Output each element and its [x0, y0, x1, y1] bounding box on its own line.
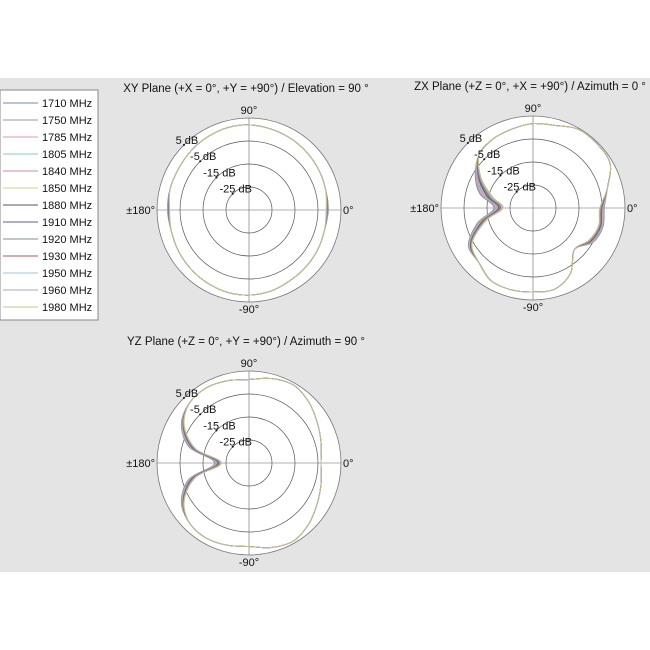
ring-label: -15 dB [487, 165, 519, 177]
ring-label: -25 dB [220, 437, 252, 449]
legend-label: 1930 MHz [42, 251, 92, 263]
series-line-1980-MHz [471, 123, 612, 293]
polar-plot-3: YZ Plane (+Z = 0°, +Y = +90°) / Azimuth … [126, 336, 365, 569]
ring-label-marker [182, 143, 185, 146]
ring-label: -5 dB [474, 149, 500, 161]
legend-label: 1840 MHz [42, 166, 92, 178]
angle-label-right: 0° [343, 458, 354, 470]
ring-label: -25 dB [504, 182, 536, 194]
ring-label: -15 dB [203, 167, 235, 179]
ring-label: -25 dB [220, 184, 252, 196]
ring-label-marker [231, 445, 234, 448]
angle-label-right: 0° [343, 205, 354, 217]
plot-title: XY Plane (+X = 0°, +Y = +90°) / Elevatio… [123, 83, 368, 95]
legend-label: 1980 MHz [42, 302, 92, 314]
ring-label-marker [199, 160, 202, 163]
polar-plot-2: ZX Plane (+Z = 0°, +X = +90°) / Azimuth … [410, 81, 646, 314]
plot-title: YZ Plane (+Z = 0°, +Y = +90°) / Azimuth … [127, 336, 365, 348]
legend-label: 1850 MHz [42, 183, 92, 195]
ring-label: -15 dB [203, 420, 235, 432]
angle-label-bottom: -90° [239, 557, 259, 569]
legend-label: 1910 MHz [42, 217, 92, 229]
ring-label-marker [231, 192, 234, 195]
angle-label-left: ±180° [410, 203, 439, 215]
legend-label: 1785 MHz [42, 132, 92, 144]
series-line-1980-MHz [183, 377, 322, 549]
legend-label: 1710 MHz [42, 98, 92, 110]
legend-label: 1920 MHz [42, 234, 92, 246]
ring-label: 5 dB [176, 388, 199, 400]
polar-plot-1: XY Plane (+X = 0°, +Y = +90°) / Elevatio… [123, 83, 368, 316]
legend: 1710 MHz 1750 MHz 1785 MHz 1805 MHz 1840 MHz… [0, 89, 99, 321]
ring-label-marker [499, 174, 502, 177]
angle-label-bottom: -90° [523, 302, 543, 314]
ring-label: -5 dB [190, 151, 216, 163]
legend-label: 1805 MHz [42, 149, 92, 161]
plot-title: ZX Plane (+Z = 0°, +X = +90°) / Azimuth … [414, 81, 646, 93]
ring-label: -5 dB [190, 404, 216, 416]
legend-label: 1750 MHz [42, 115, 92, 127]
angle-label-left: ±180° [126, 205, 155, 217]
ring-label-marker [199, 413, 202, 416]
angle-label-bottom: -90° [239, 304, 259, 316]
angle-label-top: 90° [241, 358, 258, 370]
legend-label: 1880 MHz [42, 200, 92, 212]
ring-label-marker [182, 396, 185, 399]
angle-label-top: 90° [525, 103, 542, 115]
ring-label: 5 dB [176, 135, 199, 147]
ring-label: 5 dB [460, 133, 483, 145]
series-line-1980-MHz [168, 124, 327, 296]
angle-label-top: 90° [241, 105, 258, 117]
legend-label: 1950 MHz [42, 268, 92, 280]
angle-label-left: ±180° [126, 458, 155, 470]
legend-label: 1960 MHz [42, 285, 92, 297]
angle-label-right: 0° [627, 203, 638, 215]
ring-label-marker [215, 176, 218, 179]
ring-label-marker [466, 141, 469, 144]
ring-label-marker [515, 190, 518, 193]
ring-label-marker [215, 429, 218, 432]
ring-label-marker [483, 158, 486, 161]
